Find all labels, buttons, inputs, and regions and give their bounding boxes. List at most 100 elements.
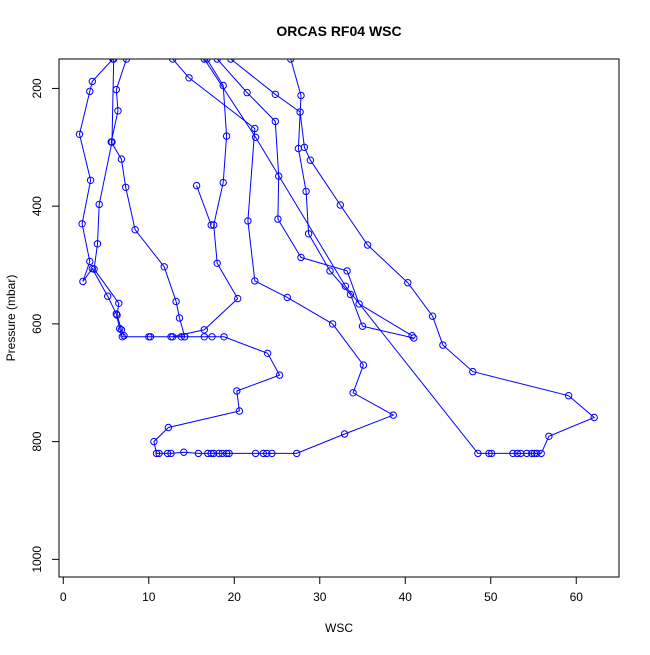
data-point [180,448,188,456]
data-point [359,361,368,369]
data-point [358,322,367,330]
data-point [509,449,517,458]
data-point [268,449,276,458]
data-point [108,138,116,146]
data-point [474,449,482,458]
data-point [220,333,228,341]
data-point [117,155,126,163]
data-point [259,449,267,458]
data-point [169,59,177,63]
data-point [275,371,284,379]
x-axis: 0 10 20 30 40 50 60 [60,576,584,604]
data-point [117,326,126,334]
data-point [363,241,372,249]
data-point [297,253,305,262]
series-line [290,59,414,339]
data-point [302,187,310,196]
data-point [122,183,130,192]
data-point [219,178,227,187]
data-point [410,334,418,342]
data-point [110,59,118,63]
data-point [271,90,279,99]
y-tick-label: 400 [30,196,44,216]
data-point [343,267,351,275]
data-point [251,277,259,285]
data-point [355,300,363,308]
data-point [163,449,172,458]
data-point [533,449,541,458]
data-point [79,277,87,286]
data-point [95,200,103,209]
series-line [153,59,395,454]
data-point [234,294,242,303]
data-point [251,449,260,458]
data-point [208,333,216,341]
data-point [428,312,437,320]
data-point [530,449,539,458]
data-point [336,201,344,209]
data-point [306,156,315,164]
data-point [160,263,168,271]
data-point [244,217,252,225]
data-point [146,333,155,341]
x-tick-label: 60 [570,590,584,604]
data-point [263,349,272,357]
series-line [93,59,125,336]
data-point [528,449,536,458]
data-point [86,87,94,96]
data-point [485,449,493,458]
data-point [326,267,334,275]
data-point [86,176,95,185]
data-point [90,265,98,273]
data-point [204,449,212,458]
data-point [164,423,173,432]
data-point [213,259,221,267]
x-tick-label: 40 [399,590,413,604]
data-point [283,293,291,302]
data-point [78,220,86,228]
data-point [564,392,573,400]
data-point [172,297,180,306]
data-point [227,59,235,63]
data-point [469,367,477,376]
x-tick-label: 0 [60,590,67,604]
series-line [196,185,212,226]
data-point [513,449,521,458]
y-tick-label: 1000 [30,546,44,573]
data-point [200,333,209,341]
data-point [271,117,279,126]
y-axis: 200 400 600 800 1000 [30,78,60,573]
data-point [122,59,131,63]
data-point [88,77,97,86]
data-point [389,411,397,419]
y-axis-label: Pressure (mbar) [4,275,18,362]
data-point [222,449,231,458]
y-tick-label: 800 [30,431,44,451]
data-point [590,413,598,422]
chart-title: ORCAS RF04 WSC [276,23,401,39]
data-point [215,449,223,458]
data-point [233,387,241,395]
data-point [294,144,303,153]
data-point [200,59,208,63]
data-point [194,449,203,458]
data-point [104,292,112,300]
data-point [304,230,313,238]
data-point [118,333,127,341]
series-layer [75,59,598,458]
data-point [115,299,123,307]
data-point [225,449,233,458]
data-point [213,59,221,63]
data-point [113,311,121,319]
data-point [487,449,496,458]
x-tick-label: 30 [313,590,327,604]
data-point [192,181,201,190]
data-point [243,88,251,97]
data-point [545,432,553,440]
data-point [114,107,122,115]
data-point [210,221,218,229]
data-point [120,332,128,340]
data-point [408,332,416,340]
